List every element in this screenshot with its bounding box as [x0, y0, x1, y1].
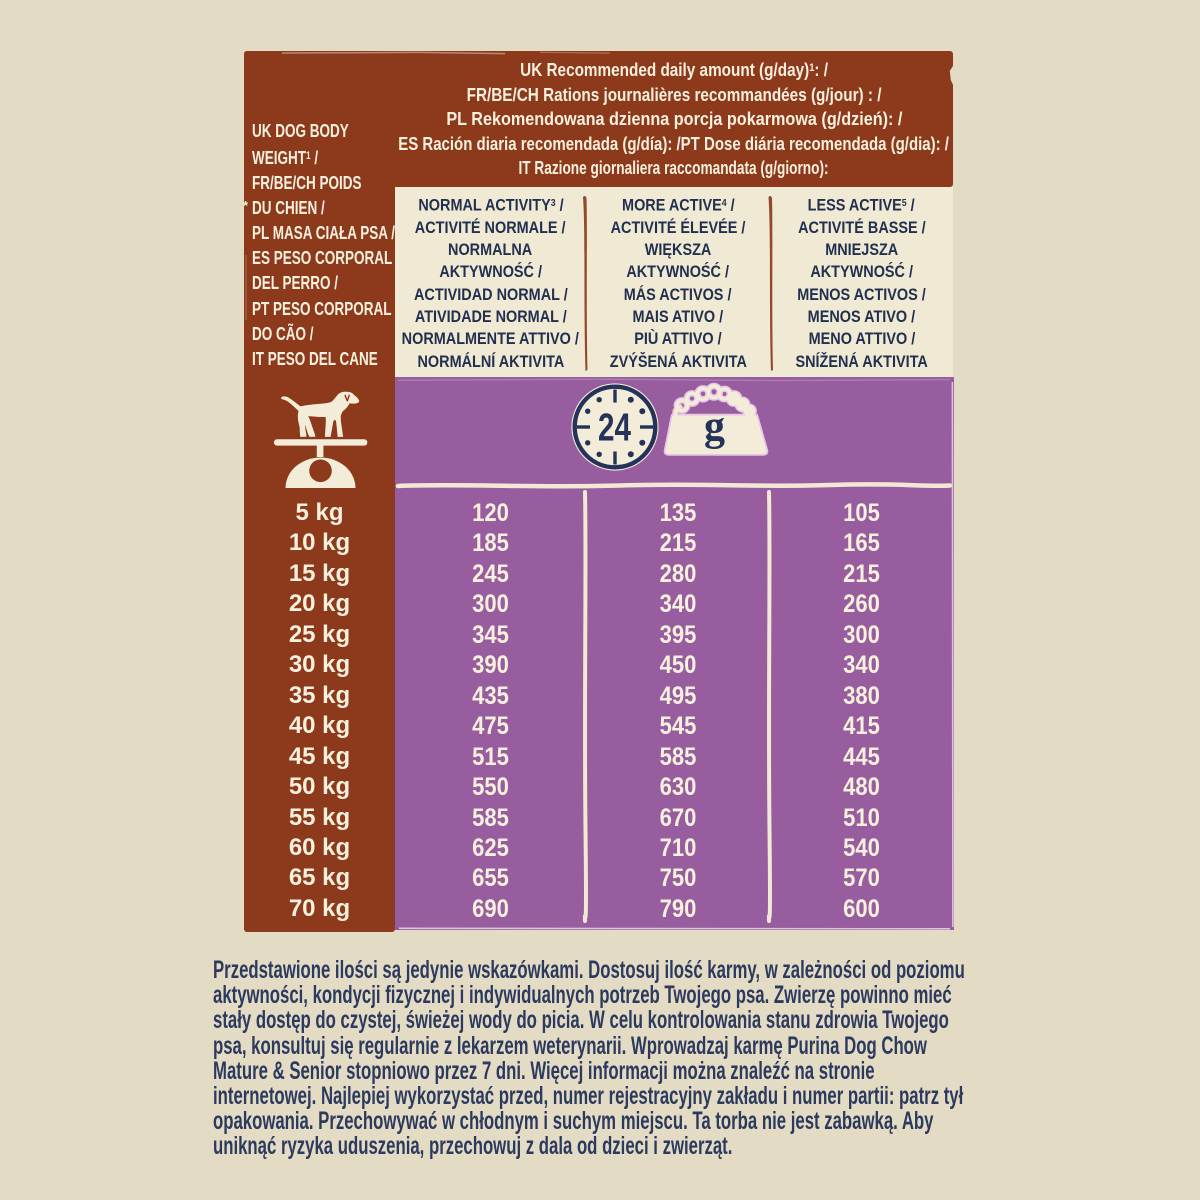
svg-text:g: g — [704, 404, 725, 450]
svg-text:24: 24 — [598, 407, 631, 450]
